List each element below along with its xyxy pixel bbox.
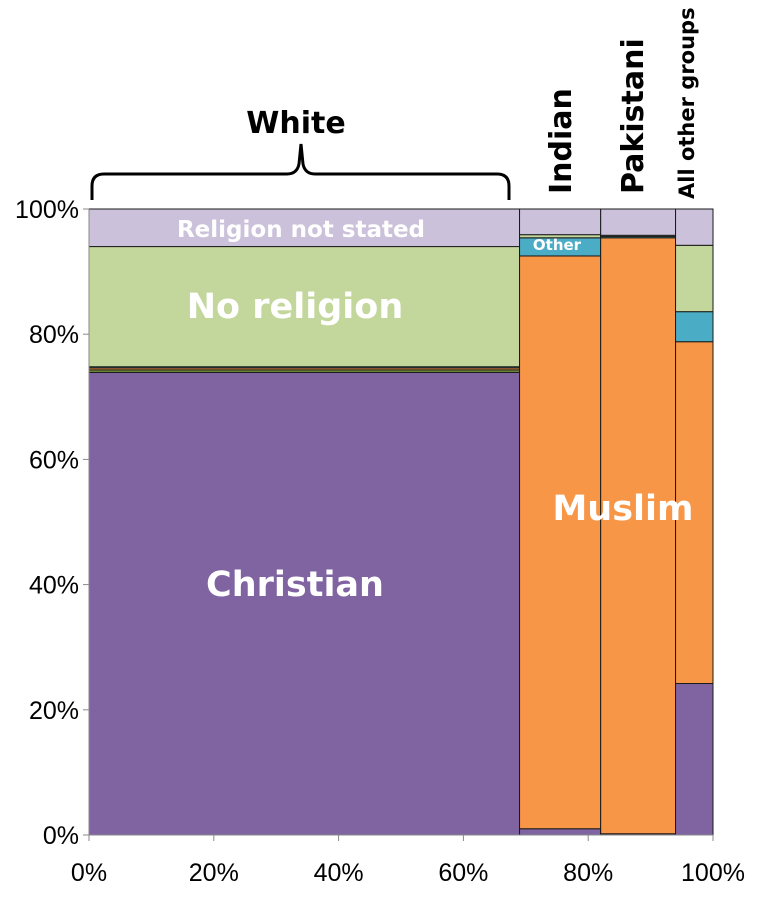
group-label-all-other-groups: All other groups	[675, 7, 699, 199]
segment-all-other-groups-other-religion	[675, 311, 714, 343]
group-label-pakistani: Pakistani	[616, 38, 651, 194]
x-tick-label: 0%	[71, 859, 107, 887]
label-other: Other	[533, 236, 582, 254]
column-pakistani	[600, 208, 677, 836]
y-tick-label: 60%	[29, 446, 79, 474]
white-group-brace	[90, 143, 511, 200]
y-tick-label: 100%	[15, 196, 79, 224]
segment-indian-christian	[519, 828, 602, 836]
column-all-other-groups	[675, 208, 714, 836]
segment-all-other-groups-muslim	[675, 341, 714, 685]
segment-labels: Religion not stated No religion Christia…	[177, 217, 694, 605]
segment-all-other-groups-no-religion	[675, 244, 714, 313]
label-muslim: Muslim	[552, 489, 693, 529]
segment-indian-muslim	[519, 255, 602, 830]
x-tick-label: 40%	[314, 859, 364, 887]
segment-indian-not-stated	[519, 208, 602, 236]
segment-pakistani-not-stated	[600, 208, 677, 236]
y-tick-label: 80%	[29, 321, 79, 349]
segment-pakistani-muslim	[600, 237, 677, 835]
y-tick-label: 20%	[29, 697, 79, 725]
x-tick-label: 80%	[563, 859, 613, 887]
axes: 0% 20% 40% 60% 80% 100% 0% 20% 40% 60% 80% 100%	[15, 196, 745, 887]
group-label-white: White	[246, 106, 345, 141]
segment-white-christian	[88, 371, 521, 836]
y-tick-label: 40%	[29, 572, 79, 600]
column-indian	[519, 208, 602, 836]
group-labels: White Indian Pakistani All other groups	[90, 7, 699, 200]
x-tick-label: 60%	[438, 859, 488, 887]
y-tick-label: 0%	[43, 822, 79, 850]
x-tick-label: 100%	[681, 859, 745, 887]
segment-white-not-stated	[88, 208, 521, 248]
label-christian: Christian	[206, 565, 384, 605]
x-tick-label: 20%	[189, 859, 239, 887]
segment-all-other-groups-christian	[675, 683, 714, 836]
mosaic-bars	[88, 208, 714, 836]
segment-all-other-groups-not-stated	[675, 208, 714, 246]
label-religion-not-stated: Religion not stated	[177, 217, 425, 243]
label-no-religion: No religion	[187, 287, 404, 327]
group-label-indian: Indian	[544, 88, 579, 194]
